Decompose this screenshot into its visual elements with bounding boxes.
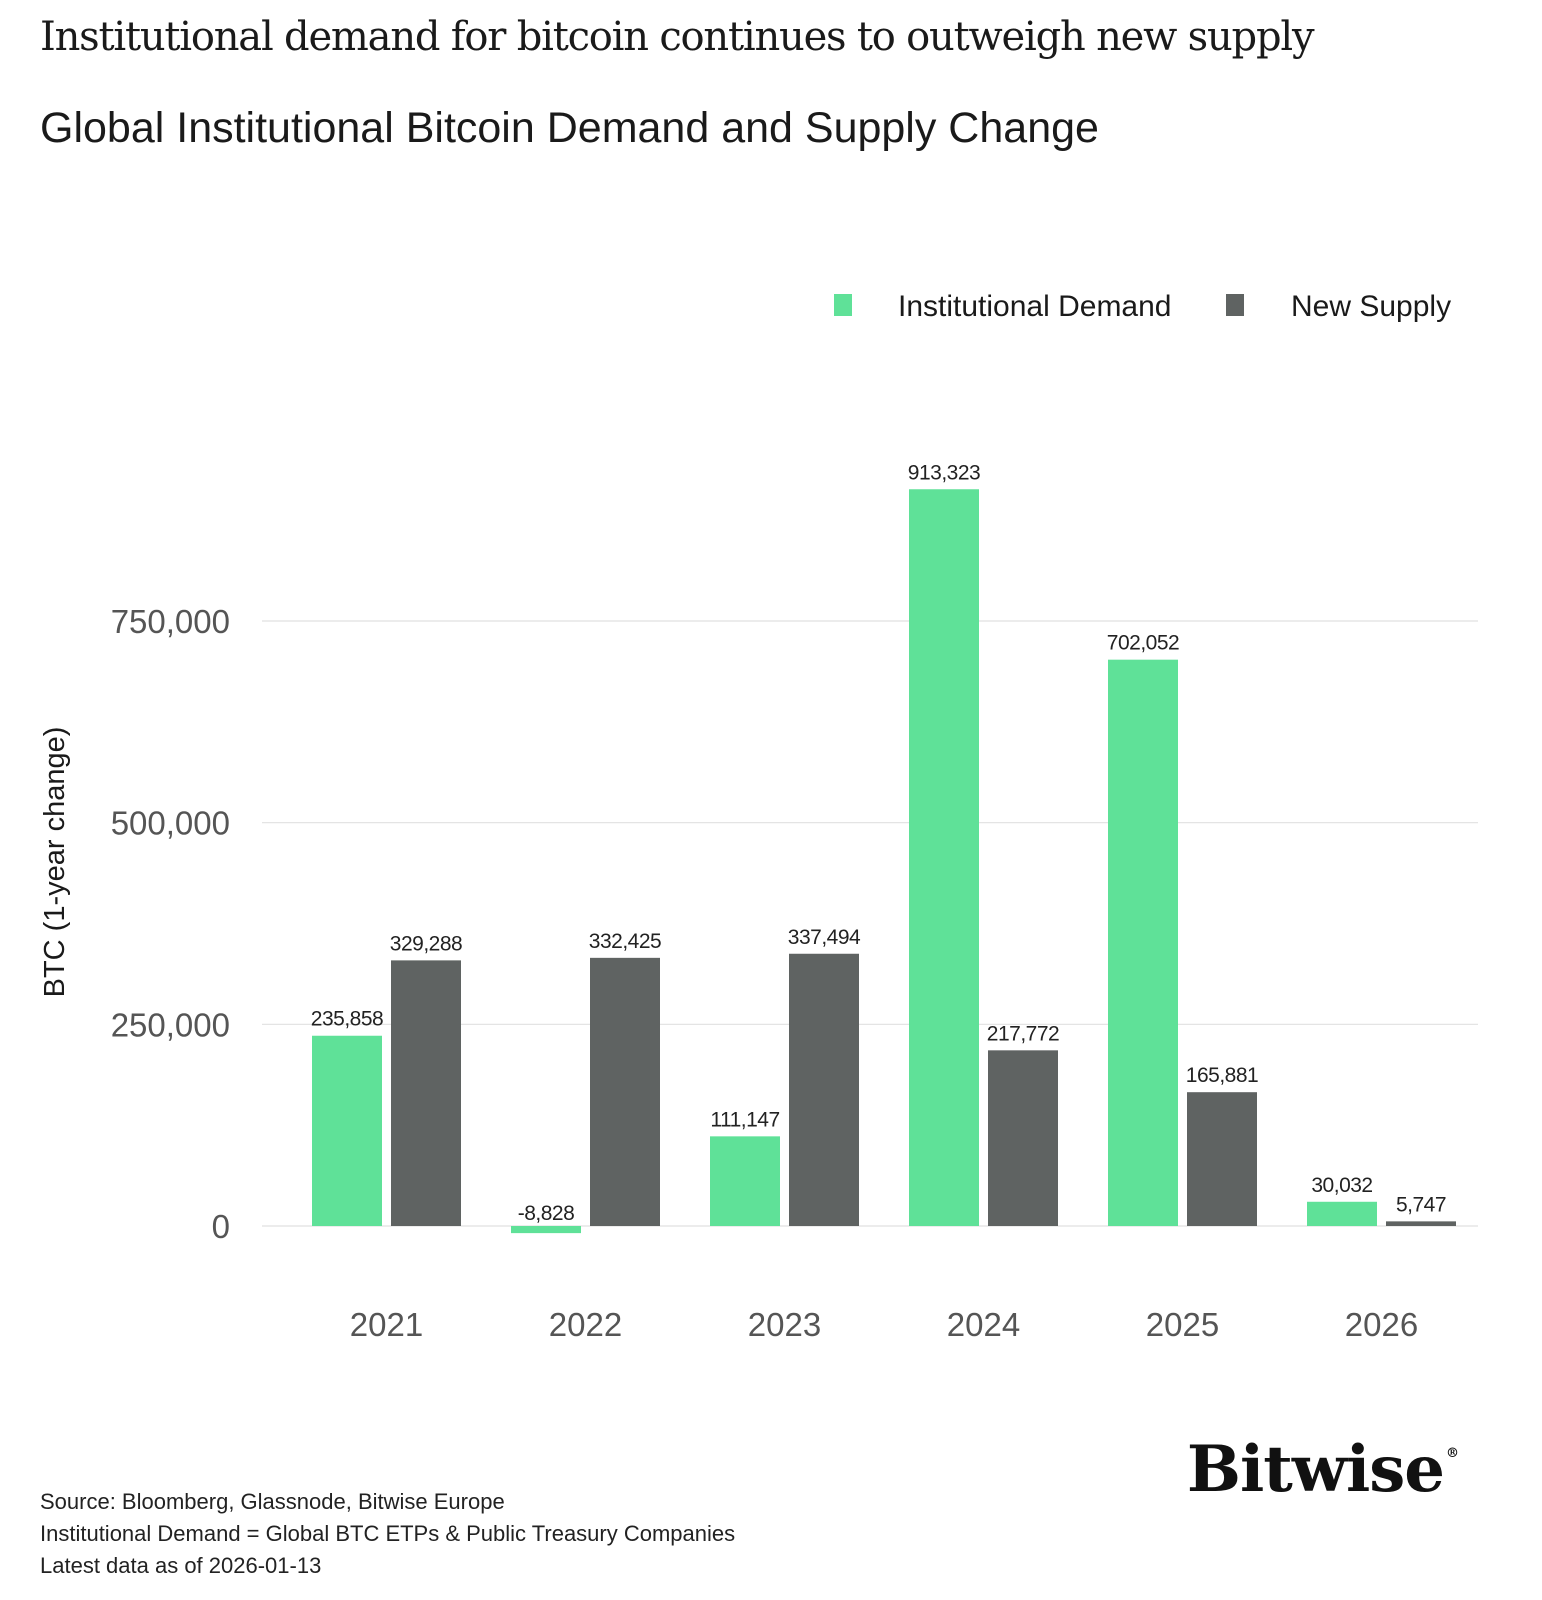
headline: Institutional demand for bitcoin continu… bbox=[40, 14, 1315, 60]
legend-label: New Supply bbox=[1291, 290, 1451, 323]
data-label: 217,772 bbox=[987, 1022, 1059, 1045]
demand-bar bbox=[1307, 1201, 1377, 1226]
data-label: 702,052 bbox=[1107, 632, 1179, 655]
data-label: 111,147 bbox=[710, 1108, 779, 1131]
source-note: Source: Bloomberg, Glassnode, Bitwise Eu… bbox=[40, 1489, 505, 1514]
supply-bar bbox=[1187, 1092, 1257, 1226]
footer-notes: Source: Bloomberg, Glassnode, Bitwise Eu… bbox=[40, 1486, 735, 1582]
y-tick-label: 250,000 bbox=[111, 1006, 230, 1043]
supply-bar bbox=[988, 1050, 1058, 1226]
bar-chart: 0 250,000 500,000 750,000 BTC (1-year change… bbox=[39, 290, 1478, 1343]
data-label: 913,323 bbox=[908, 461, 980, 484]
supply-bar bbox=[391, 960, 461, 1226]
data-label: 5,747 bbox=[1396, 1193, 1446, 1216]
data-label: 329,288 bbox=[390, 932, 462, 955]
demand-bar bbox=[710, 1136, 780, 1226]
brand-name: Bitwise bbox=[1186, 1432, 1445, 1507]
y-tick-label: 0 bbox=[212, 1208, 230, 1245]
legend-label: Institutional Demand bbox=[898, 290, 1172, 323]
supply-bar bbox=[1386, 1221, 1456, 1226]
y-axis-label: BTC (1-year change) bbox=[39, 727, 71, 998]
data-label: -8,828 bbox=[518, 1202, 575, 1225]
data-label: 235,858 bbox=[311, 1008, 383, 1031]
chart-title: Global Institutional Bitcoin Demand and … bbox=[40, 104, 1099, 152]
demand-bar bbox=[511, 1226, 581, 1234]
x-tick-label: 2024 bbox=[947, 1306, 1020, 1343]
y-tick-label: 500,000 bbox=[111, 805, 230, 842]
x-tick-label: 2021 bbox=[350, 1306, 423, 1343]
latest-data-note: Latest data as of 2026-01-13 bbox=[40, 1553, 322, 1578]
demand-bar bbox=[1108, 659, 1178, 1226]
x-tick-label: 2025 bbox=[1146, 1306, 1219, 1343]
data-label: 337,494 bbox=[788, 926, 861, 949]
registered-mark: ® bbox=[1446, 1446, 1459, 1461]
data-label: 332,425 bbox=[589, 930, 661, 953]
x-tick-label: 2022 bbox=[549, 1306, 622, 1343]
x-tick-label: 2023 bbox=[748, 1306, 821, 1343]
data-label: 30,032 bbox=[1311, 1174, 1372, 1197]
legend-swatch bbox=[834, 294, 852, 316]
x-tick-label: 2026 bbox=[1345, 1306, 1418, 1343]
supply-bar bbox=[590, 957, 660, 1226]
y-tick-label: 750,000 bbox=[111, 603, 230, 640]
bitwise-logo: Bitwise ® bbox=[1186, 1432, 1459, 1507]
legend-swatch bbox=[1226, 294, 1244, 316]
data-label: 165,881 bbox=[1186, 1064, 1258, 1087]
demand-bar bbox=[909, 489, 979, 1226]
definition-note: Institutional Demand = Global BTC ETPs &… bbox=[40, 1521, 736, 1546]
supply-bar bbox=[789, 953, 859, 1226]
demand-bar bbox=[312, 1035, 382, 1226]
